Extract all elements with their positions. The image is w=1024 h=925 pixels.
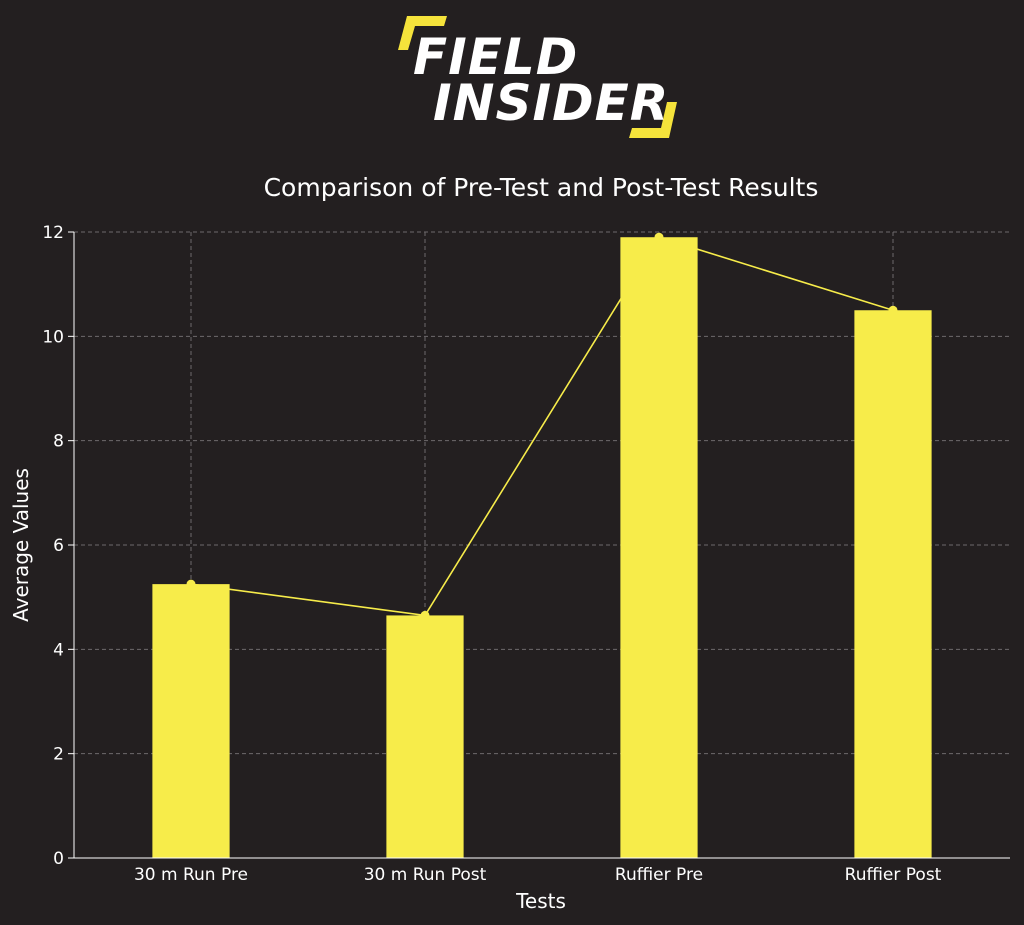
x-tick-label-3: Ruffier Post (845, 865, 942, 885)
y-tick-label-0: 0 (53, 849, 64, 869)
y-axis-label: Average Values (9, 468, 33, 622)
y-tick-label-6: 12 (42, 223, 64, 243)
bar-2 (620, 237, 698, 858)
field-insider-logo: FIELD INSIDER (398, 16, 677, 138)
y-tick-label-1: 2 (53, 745, 64, 765)
line-point-1 (420, 610, 430, 620)
line-point-3 (888, 305, 898, 315)
trend-line-path (190, 236, 894, 617)
x-tick-label-0: 30 m Run Pre (134, 865, 248, 885)
y-tick-label-5: 10 (42, 327, 64, 347)
x-tick-label-1: 30 m Run Post (364, 865, 487, 885)
x-tick-labels: 30 m Run Pre 30 m Run Post Ruffier Pre Ruff… (134, 865, 942, 885)
logo-bracket-top-left (398, 16, 447, 50)
bar-0 (152, 584, 230, 858)
y-tick-labels: 0 2 4 6 8 10 12 (42, 223, 64, 869)
trend-line (186, 232, 898, 620)
logo-line-1: FIELD (413, 28, 578, 86)
x-axis-label: Tests (515, 889, 566, 913)
y-tick-label-4: 8 (53, 432, 64, 452)
bar-3 (854, 310, 932, 858)
y-tick-label-3: 6 (53, 536, 64, 556)
axes (68, 231, 1010, 859)
line-point-0 (186, 579, 196, 589)
line-point-2 (654, 232, 664, 242)
logo-bracket-bottom-right (629, 102, 677, 138)
x-tick-label-2: Ruffier Pre (615, 865, 703, 885)
bar-1 (386, 615, 464, 858)
logo-line-2: INSIDER (433, 74, 669, 132)
chart-title: Comparison of Pre-Test and Post-Test Res… (264, 173, 819, 202)
bars (152, 237, 932, 858)
y-tick-label-2: 4 (53, 640, 64, 660)
